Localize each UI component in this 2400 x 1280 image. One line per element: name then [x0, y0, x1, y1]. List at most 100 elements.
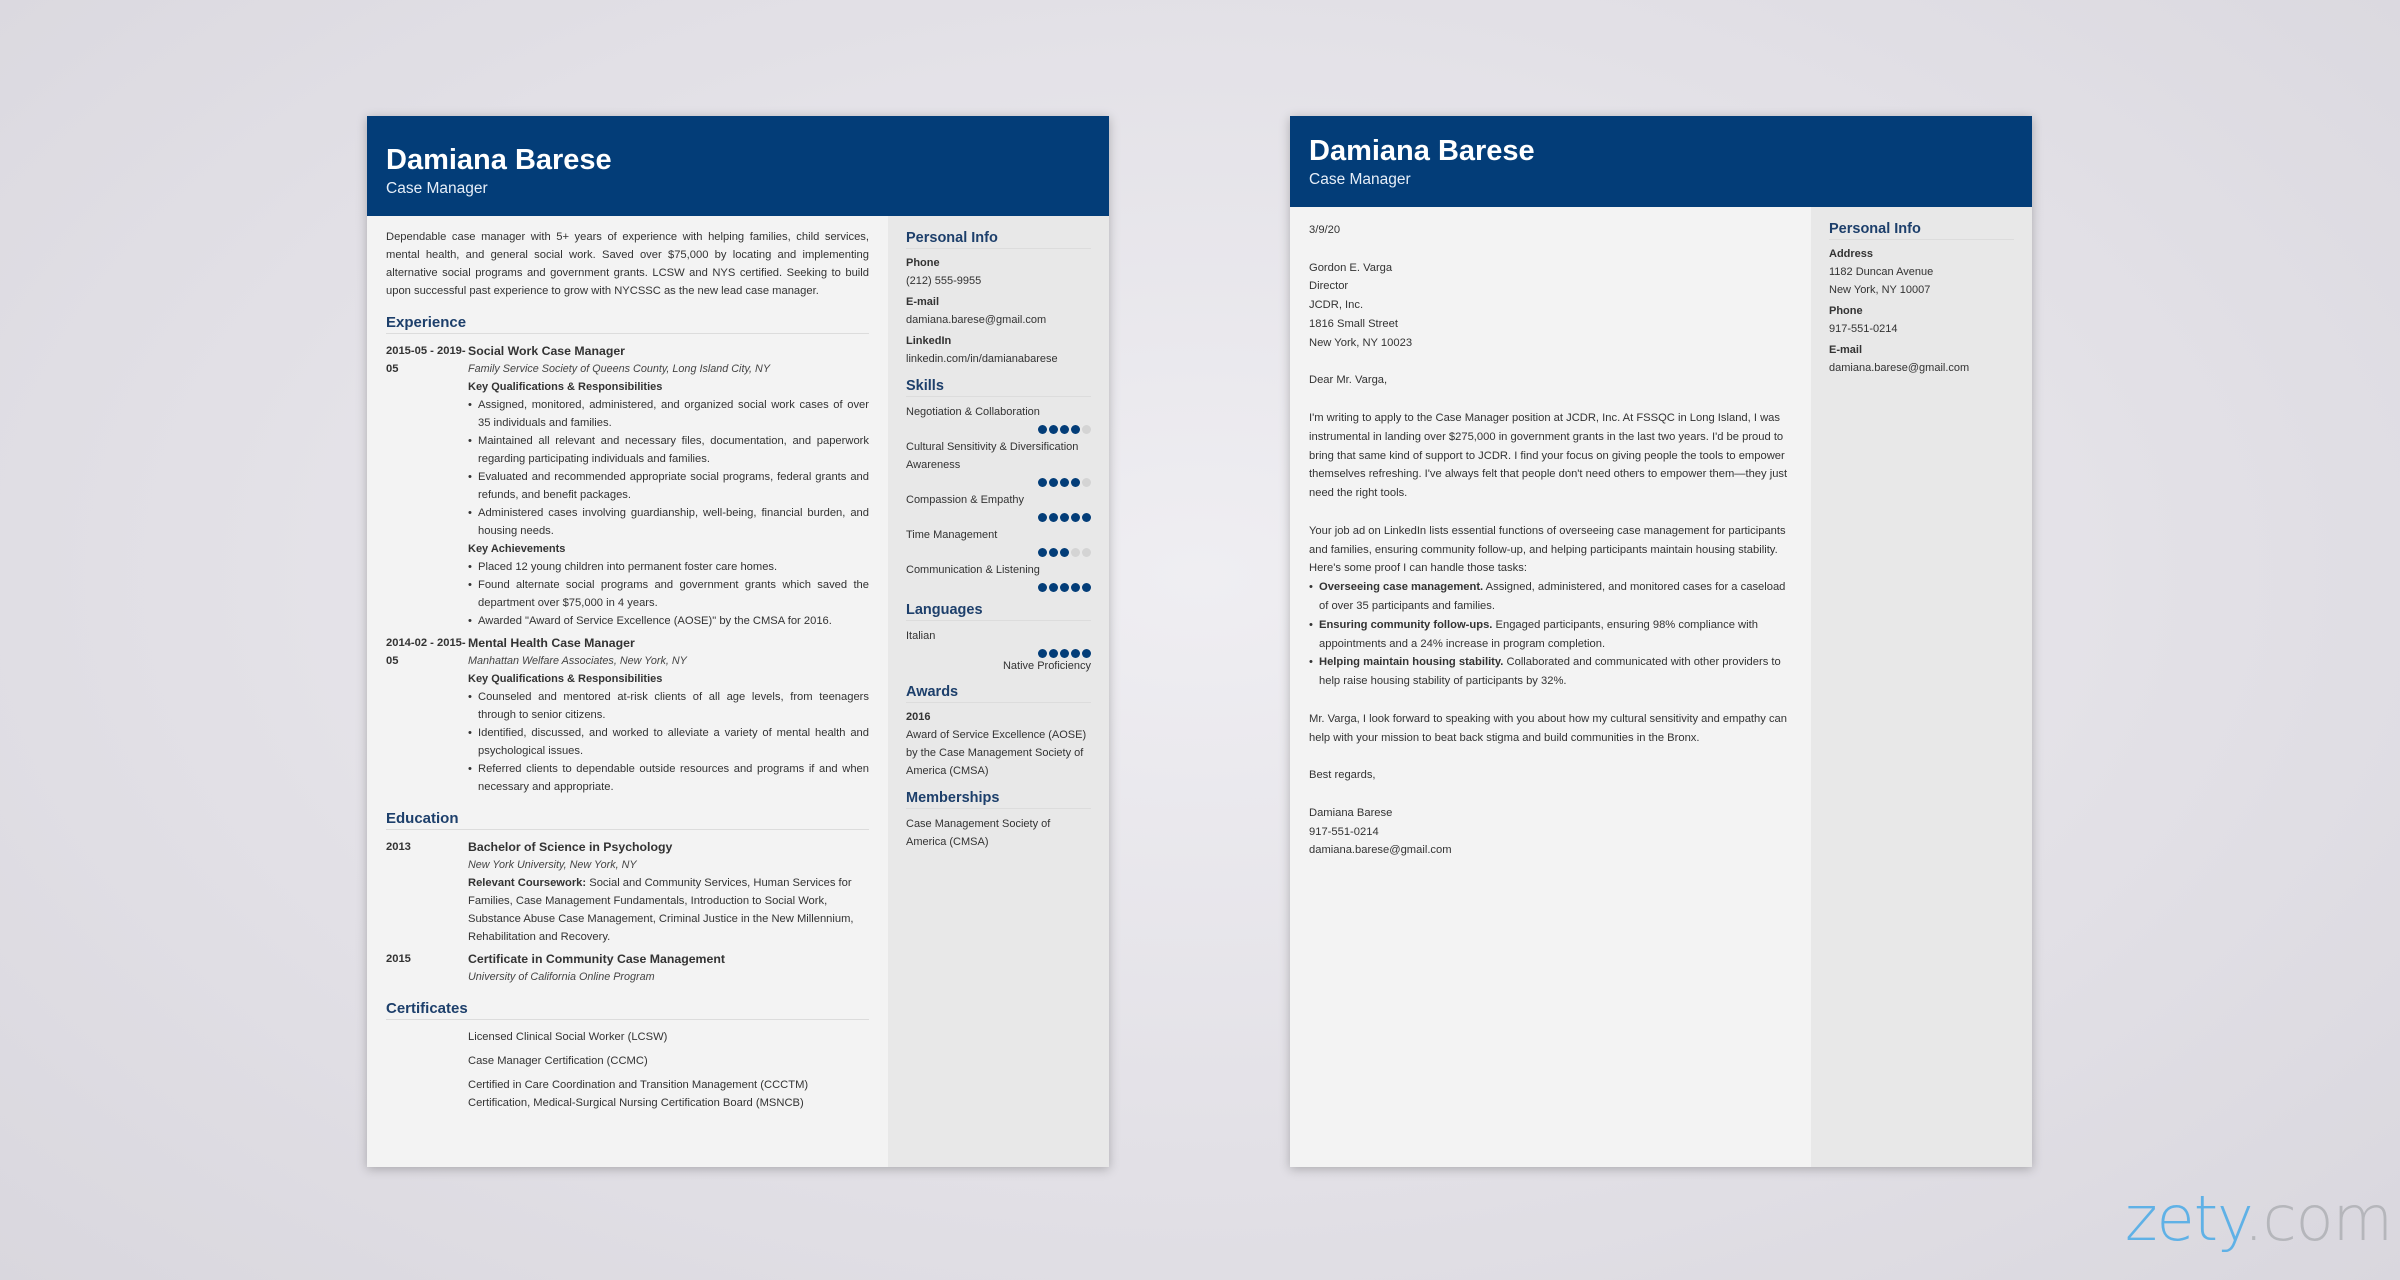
logo-brand: zety	[2125, 1182, 2245, 1255]
rating-dot-filled	[1049, 548, 1058, 557]
bullet-item: Placed 12 young children into permanent …	[468, 558, 869, 576]
rating-dot-filled	[1082, 513, 1091, 522]
entry-date: 2015	[386, 953, 411, 965]
language-proficiency: Native Proficiency	[1002, 660, 1091, 672]
rating-dot-empty	[1071, 548, 1080, 557]
degree-title: Bachelor of Science in Psychology	[468, 840, 673, 854]
experience-heading: Experience	[386, 314, 869, 334]
skills-heading: Skills	[906, 378, 1091, 397]
closing: Best regards,	[1309, 769, 1376, 782]
bullet-item: Found alternate social programs and gove…	[468, 576, 869, 612]
bullet-item: Counseled and mentored at-risk clients o…	[468, 688, 869, 724]
rating-dot-filled	[1060, 649, 1069, 658]
rating-dot-filled	[1038, 649, 1047, 658]
letter-header: Damiana Barese Case Manager	[1290, 116, 2032, 207]
bullet-item: Identified, discussed, and worked to all…	[468, 724, 869, 760]
rating-dot-filled	[1060, 425, 1069, 434]
education-entry: 2015 Certificate in Community Case Manage…	[386, 950, 869, 986]
rating-dot-empty	[1082, 478, 1091, 487]
phone-value: (212) 555-9955	[906, 275, 982, 287]
skill-name: Communication & Listening	[906, 564, 1040, 576]
skill-name: Compassion & Empathy	[906, 494, 1024, 506]
resume-experience-0-quals-list: Assigned, monitored, administered, and o…	[468, 396, 869, 540]
rating-dot-filled	[1071, 513, 1080, 522]
entry-body: Bachelor of Science in Psychology New Yor…	[468, 838, 869, 946]
coursework-label: Relevant Coursework:	[468, 877, 587, 889]
rating-dots	[906, 649, 1091, 658]
phone-label: Phone	[906, 257, 940, 269]
linkedin-value: linkedin.com/in/damianabarese	[906, 353, 1058, 365]
signature-line: Damiana Barese	[1309, 806, 1393, 819]
letter-bullet: Helping maintain housing stability. Coll…	[1309, 653, 1792, 691]
organization: Family Service Society of Queens County,…	[468, 363, 771, 375]
bullet-item: Assigned, monitored, administered, and o…	[468, 396, 869, 432]
rating-dots	[906, 583, 1091, 592]
skill-name: Time Management	[906, 529, 998, 541]
job-title: Mental Health Case Manager	[468, 636, 635, 650]
membership-text: Case Management Society of America (CMSA…	[906, 818, 1051, 848]
skill-name: Cultural Sensitivity & Diversification A…	[906, 441, 1079, 471]
zety-logo: zety.com	[2125, 1182, 2393, 1255]
bullet-item: Referred clients to dependable outside r…	[468, 760, 869, 796]
email-label: E-mail	[906, 296, 940, 308]
paragraph-2: Your job ad on LinkedIn lists essential …	[1309, 524, 1786, 575]
resume-summary: Dependable case manager with 5+ years of…	[386, 231, 869, 297]
recipient-line: Gordon E. Varga	[1309, 261, 1393, 274]
job-title: Social Work Case Manager	[468, 344, 625, 358]
award-text: Award of Service Excellence (AOSE) by th…	[906, 729, 1087, 777]
letter-bullet: Overseeing case management. Assigned, ad…	[1309, 578, 1792, 616]
bullet-bold: Helping maintain housing stability.	[1319, 656, 1504, 669]
experience-entry: 2015-05 - 2019-05 Social Work Case Manage…	[386, 342, 869, 630]
awards-heading: Awards	[906, 684, 1091, 703]
paragraph-1: I'm writing to apply to the Case Manager…	[1309, 411, 1788, 500]
entry-date: 2015-05 - 2019-05	[386, 345, 466, 375]
bullet-item: Maintained all relevant and necessary fi…	[468, 432, 869, 468]
rating-dot-filled	[1082, 583, 1091, 592]
achievements-heading: Key Achievements	[468, 543, 566, 555]
resume-header: Damiana Barese Case Manager	[367, 116, 1109, 216]
resume-main-column: Dependable case manager with 5+ years of…	[367, 216, 888, 1167]
rating-dot-filled	[1038, 513, 1047, 522]
skill-item: Compassion & Empathy	[906, 491, 1091, 522]
coursework-text: Social and Community Services, Human Ser…	[468, 877, 854, 943]
rating-dot-filled	[1060, 513, 1069, 522]
skill-item: Time Management	[906, 526, 1091, 557]
rating-dot-empty	[1082, 425, 1091, 434]
certificates-heading: Certificates	[386, 1000, 869, 1020]
paragraph-3: Mr. Varga, I look forward to speaking wi…	[1309, 712, 1787, 744]
email-value: damiana.barese@gmail.com	[906, 314, 1047, 326]
rating-dot-filled	[1038, 425, 1047, 434]
rating-dots	[906, 513, 1091, 522]
education-heading: Education	[386, 810, 869, 830]
resume-experience-0-achievements-list: Placed 12 young children into permanent …	[468, 558, 869, 630]
bullet-item: Evaluated and recommended appropriate so…	[468, 468, 869, 504]
degree-title: Certificate in Community Case Management	[468, 952, 725, 966]
signature-line: damiana.barese@gmail.com	[1309, 844, 1452, 857]
recipient-line: Director	[1309, 280, 1349, 293]
skill-item: Negotiation & Collaboration	[906, 403, 1091, 434]
experience-entry: 2014-02 - 2015-05 Mental Health Case Mana…	[386, 634, 869, 796]
qualifications-heading: Key Qualifications & Responsibilities	[468, 381, 663, 393]
letter-bullet: Ensuring community follow-ups. Engaged p…	[1309, 616, 1792, 654]
rating-dot-filled	[1071, 649, 1080, 658]
salutation: Dear Mr. Varga,	[1309, 374, 1388, 387]
rating-dot-filled	[1038, 548, 1047, 557]
skill-item: Communication & Listening	[906, 561, 1091, 592]
skill-name: Negotiation & Collaboration	[906, 406, 1040, 418]
letter-date: 3/9/20	[1309, 224, 1341, 236]
rating-dots	[906, 478, 1091, 487]
rating-dot-filled	[1049, 513, 1058, 522]
entry-body: Mental Health Case Manager Manhattan Welf…	[468, 634, 869, 796]
memberships-heading: Memberships	[906, 790, 1091, 809]
logo-tld: .com	[2243, 1182, 2393, 1255]
institution: New York University, New York, NY	[468, 859, 637, 871]
resume-job-title: Case Manager	[386, 180, 488, 197]
resume-experience-1-quals-list: Counseled and mentored at-risk clients o…	[468, 688, 869, 796]
certificate-item: Certified in Care Coordination and Trans…	[468, 1079, 809, 1109]
address-line-1: 1182 Duncan Avenue	[1829, 266, 1934, 278]
signature-line: 917-551-0214	[1309, 825, 1379, 838]
rating-dot-filled	[1038, 478, 1047, 487]
linkedin-label: LinkedIn	[906, 335, 952, 347]
resume-sidebar: Personal Info Phone (212) 555-9955 E-mai…	[888, 216, 1109, 1167]
recipient-line: 1816 Small Street	[1309, 317, 1398, 330]
